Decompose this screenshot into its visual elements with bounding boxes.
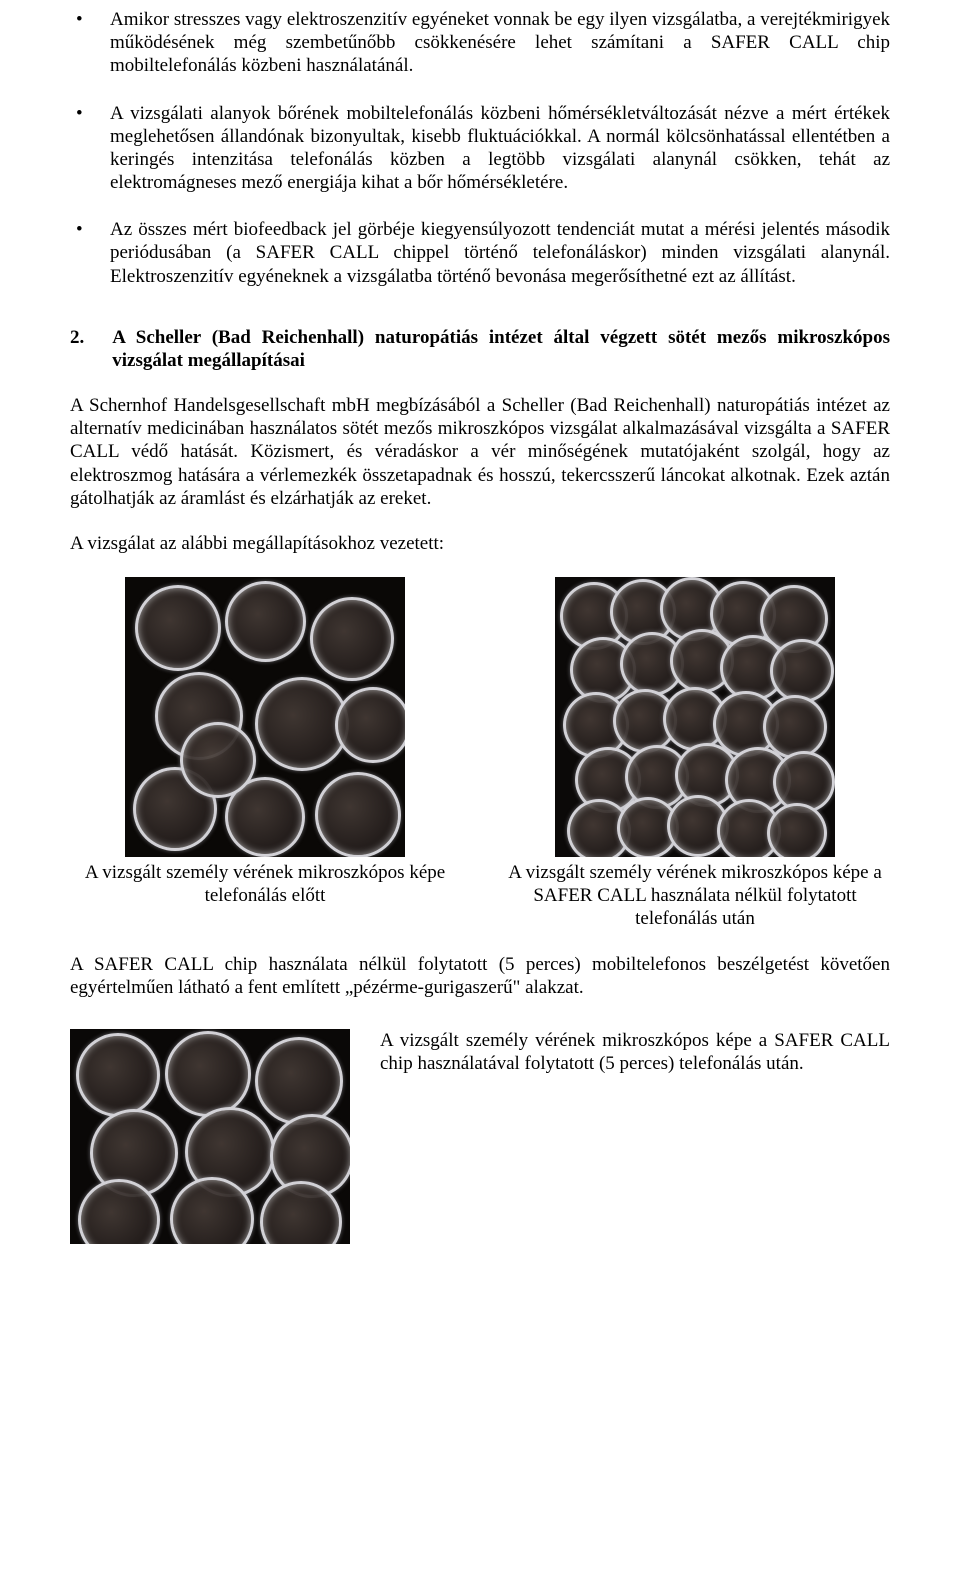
cell-icon [335, 687, 405, 763]
paragraph: A vizsgálat az alábbi megállapításokhoz … [70, 532, 890, 555]
cell-icon [767, 803, 827, 857]
figure-caption: A vizsgált személy vérének mikroszkópos … [505, 861, 885, 931]
section-title: A Scheller (Bad Reichenhall) naturopátiá… [112, 326, 890, 372]
microscope-image-before [125, 577, 405, 857]
section-number: 2. [70, 326, 84, 372]
cell-icon [165, 1031, 251, 1117]
bullet-list: Amikor stresszes vagy elektroszenzitív e… [70, 8, 890, 288]
figure-caption: A vizsgált személy vérének mikroszkópos … [380, 1029, 890, 1075]
document-page: Amikor stresszes vagy elektroszenzitív e… [0, 0, 960, 1294]
figure-right: A vizsgált személy vérének mikroszkópos … [500, 577, 890, 931]
cell-icon [315, 772, 401, 857]
cell-icon [770, 639, 834, 703]
bullet-item: Amikor stresszes vagy elektroszenzitív e… [70, 8, 890, 78]
cell-icon [180, 722, 256, 798]
microscope-image-after-no-chip [555, 577, 835, 857]
section-heading: 2. A Scheller (Bad Reichenhall) naturopá… [70, 326, 890, 372]
paragraph: A Schernhof Handelsgesellschaft mbH megb… [70, 394, 890, 510]
microscope-image-after-with-chip [70, 1029, 350, 1244]
figure-caption: A vizsgált személy vérének mikroszkópos … [75, 861, 455, 907]
cell-icon [135, 585, 221, 671]
bullet-item: Az összes mért biofeedback jel görbéje k… [70, 218, 890, 288]
cell-icon [310, 597, 394, 681]
figure-row: A vizsgált személy vérének mikroszkópos … [70, 577, 890, 931]
paragraph: A SAFER CALL chip használata nélkül foly… [70, 953, 890, 999]
cell-icon [225, 581, 306, 662]
cell-icon [255, 1037, 343, 1125]
figure-left: A vizsgált személy vérének mikroszkópos … [70, 577, 460, 931]
bullet-item: A vizsgálati alanyok bőrének mobiltelefo… [70, 102, 890, 195]
cell-icon [76, 1033, 160, 1117]
figure-bottom-row: A vizsgált személy vérének mikroszkópos … [70, 1029, 890, 1244]
